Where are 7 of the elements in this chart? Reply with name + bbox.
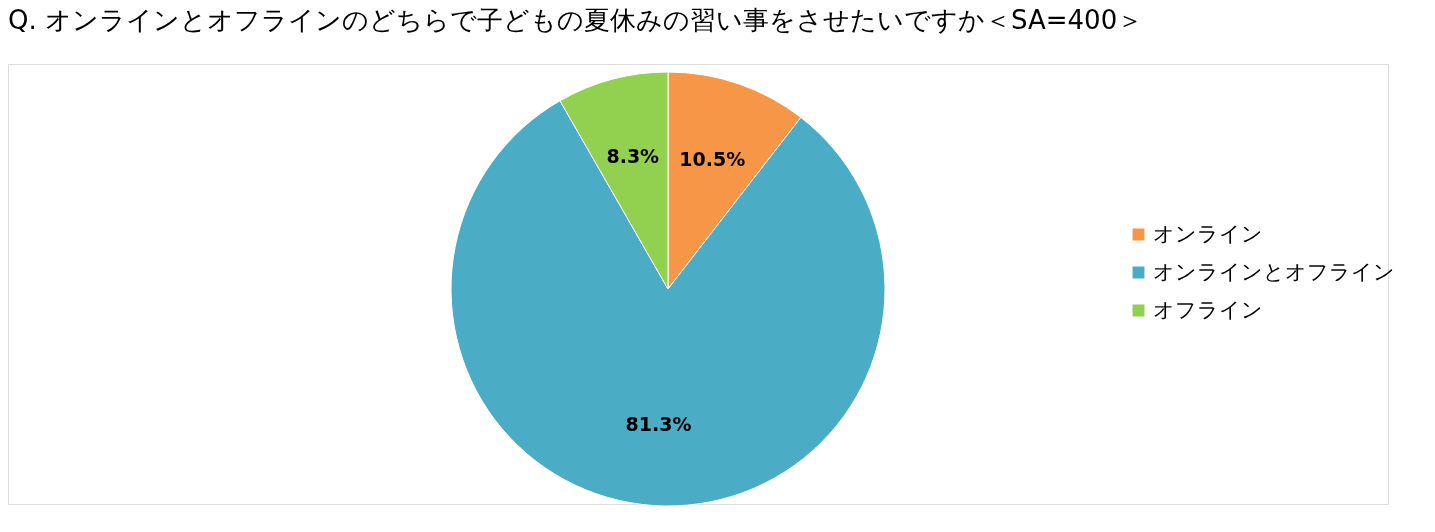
- data-label: 8.3%: [606, 144, 660, 167]
- legend-label: オンライン: [1153, 221, 1263, 246]
- legend-label: オフライン: [1153, 297, 1263, 322]
- legend-label: オンラインとオフライン: [1153, 259, 1395, 284]
- chart-title: Q. オンラインとオフラインのどちらで子どもの夏休みの習い事をさせたいですか＜SA=400＞: [8, 5, 1144, 35]
- data-label: 81.3%: [625, 413, 692, 436]
- data-label: 10.5%: [679, 147, 746, 170]
